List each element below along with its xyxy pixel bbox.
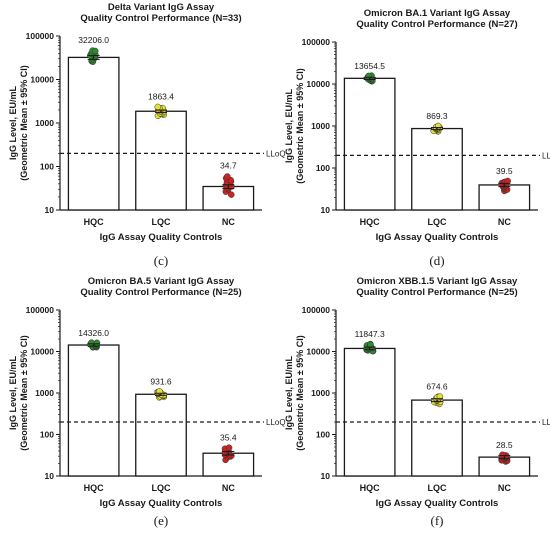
- y-axis-label: IgG Level, EU/mL: [284, 88, 294, 163]
- data-label: 931.6: [150, 376, 172, 386]
- y-tick-label: 10000: [30, 75, 54, 85]
- y-tick-label: 1000: [35, 118, 54, 128]
- x-tick-label: HQC: [360, 483, 381, 493]
- y-tick-label: 100000: [26, 31, 55, 41]
- data-label: 674.6: [426, 381, 448, 391]
- data-label: 35.4: [220, 432, 237, 442]
- lloq-label: LLoQ: [542, 151, 550, 160]
- y-tick-label: 100: [40, 162, 54, 172]
- chart-title-line2: Quality Control Performance (N=27): [356, 19, 517, 30]
- bar-lqc: [411, 127, 463, 211]
- lloq-label: LLoQ: [266, 418, 286, 427]
- x-axis-label: IgG Assay Quality Controls: [376, 498, 499, 509]
- bar-lqc: [135, 110, 187, 211]
- x-tick-label: HQC: [84, 217, 105, 227]
- data-label: 11847.3: [355, 329, 385, 339]
- data-point: [154, 103, 162, 111]
- y-tick-label: 1000: [35, 388, 54, 398]
- x-tick-label: HQC: [360, 217, 381, 227]
- y-axis-label-line2: (Geometric Mean ± 95% CI): [19, 335, 29, 450]
- bar-hqc: [67, 56, 120, 211]
- bar-hqc: [343, 347, 396, 477]
- chart-title: Omicron XBB.1.5 Variant IgG Assay: [357, 276, 518, 287]
- data-point: [504, 177, 511, 185]
- chart-title-line2: Quality Control Performance (N=25): [80, 287, 241, 298]
- data-label: 1863.4: [148, 92, 174, 102]
- y-tick-label: 100000: [302, 305, 331, 315]
- y-axis-label-line2: (Geometric Mean ± 95% CI): [295, 68, 305, 183]
- y-axis-label: IgG Level, EU/mL: [8, 85, 18, 160]
- lloq-label: LLoQ: [266, 149, 286, 158]
- data-point: [225, 444, 233, 451]
- chart-title-line2: Quality Control Performance (N=25): [356, 287, 517, 298]
- y-tick-label: 100000: [302, 37, 331, 47]
- x-axis-label: IgG Assay Quality Controls: [376, 232, 499, 243]
- data-label: 14326.0: [78, 328, 109, 338]
- data-point: [228, 191, 235, 198]
- panel-letter: (f): [431, 513, 444, 528]
- y-tick-label: 10000: [306, 79, 330, 89]
- data-point: [436, 393, 444, 400]
- x-tick-label: HQC: [84, 483, 105, 493]
- data-label: 869.3: [426, 111, 448, 121]
- x-tick-label: NC: [498, 483, 511, 493]
- chart-title: Delta Variant IgG Assay: [108, 2, 215, 13]
- y-axis-label: IgG Level, EU/mL: [284, 355, 294, 430]
- y-axis-label-line2: (Geometric Mean ± 95% CI): [19, 65, 29, 180]
- chart-title: Omicron BA.1 Variant IgG Assay: [364, 8, 511, 19]
- lloq-label: LLoQ: [542, 418, 550, 427]
- data-label: 32206.0: [78, 35, 109, 45]
- x-axis-label: IgG Assay Quality Controls: [100, 232, 223, 243]
- chart-title: Omicron BA.5 Variant IgG Assay: [88, 276, 235, 287]
- y-tick-label: 1000: [311, 121, 330, 131]
- x-tick-label: NC: [222, 217, 235, 227]
- panel-letter: (c): [154, 253, 168, 268]
- y-tick-label: 1000: [311, 388, 330, 398]
- x-tick-label: LQC: [152, 217, 171, 227]
- x-tick-label: LQC: [428, 217, 447, 227]
- data-point: [224, 173, 231, 180]
- data-point: [365, 72, 372, 80]
- panel-letter: (e): [154, 513, 168, 528]
- y-tick-label: 10: [321, 471, 331, 481]
- bar-lqc: [135, 393, 187, 477]
- x-tick-label: NC: [498, 217, 511, 227]
- y-tick-label: 100000: [26, 305, 55, 315]
- x-tick-label: NC: [222, 483, 235, 493]
- data-label: 13654.5: [354, 61, 385, 71]
- y-tick-label: 10000: [30, 347, 54, 357]
- y-tick-label: 10: [321, 205, 331, 215]
- data-point: [93, 339, 101, 347]
- x-axis-label: IgG Assay Quality Controls: [100, 498, 223, 509]
- data-point: [434, 122, 442, 130]
- bar-hqc: [67, 344, 120, 477]
- y-tick-label: 100: [40, 430, 54, 440]
- y-tick-label: 10: [45, 471, 55, 481]
- bar-hqc: [343, 77, 396, 211]
- y-axis-label-line2: (Geometric Mean ± 95% CI): [295, 335, 305, 450]
- y-tick-label: 10000: [306, 347, 330, 357]
- panel-letter: (d): [429, 253, 444, 268]
- data-label: 39.5: [496, 166, 513, 176]
- data-label: 28.5: [496, 440, 513, 450]
- x-tick-label: LQC: [428, 483, 447, 493]
- data-label: 34.7: [220, 161, 237, 171]
- chart-title-line2: Quality Control Performance (N=33): [80, 13, 241, 24]
- y-axis-label: IgG Level, EU/mL: [8, 355, 18, 430]
- chart-panel-4: Omicron XBB.1.5 Variant IgG AssayQuality…: [284, 276, 550, 528]
- y-tick-label: 100: [316, 163, 330, 173]
- y-tick-label: 10: [45, 205, 55, 215]
- x-tick-label: LQC: [152, 483, 171, 493]
- data-point: [91, 47, 99, 55]
- bar-lqc: [411, 399, 463, 477]
- y-tick-label: 100: [316, 430, 330, 440]
